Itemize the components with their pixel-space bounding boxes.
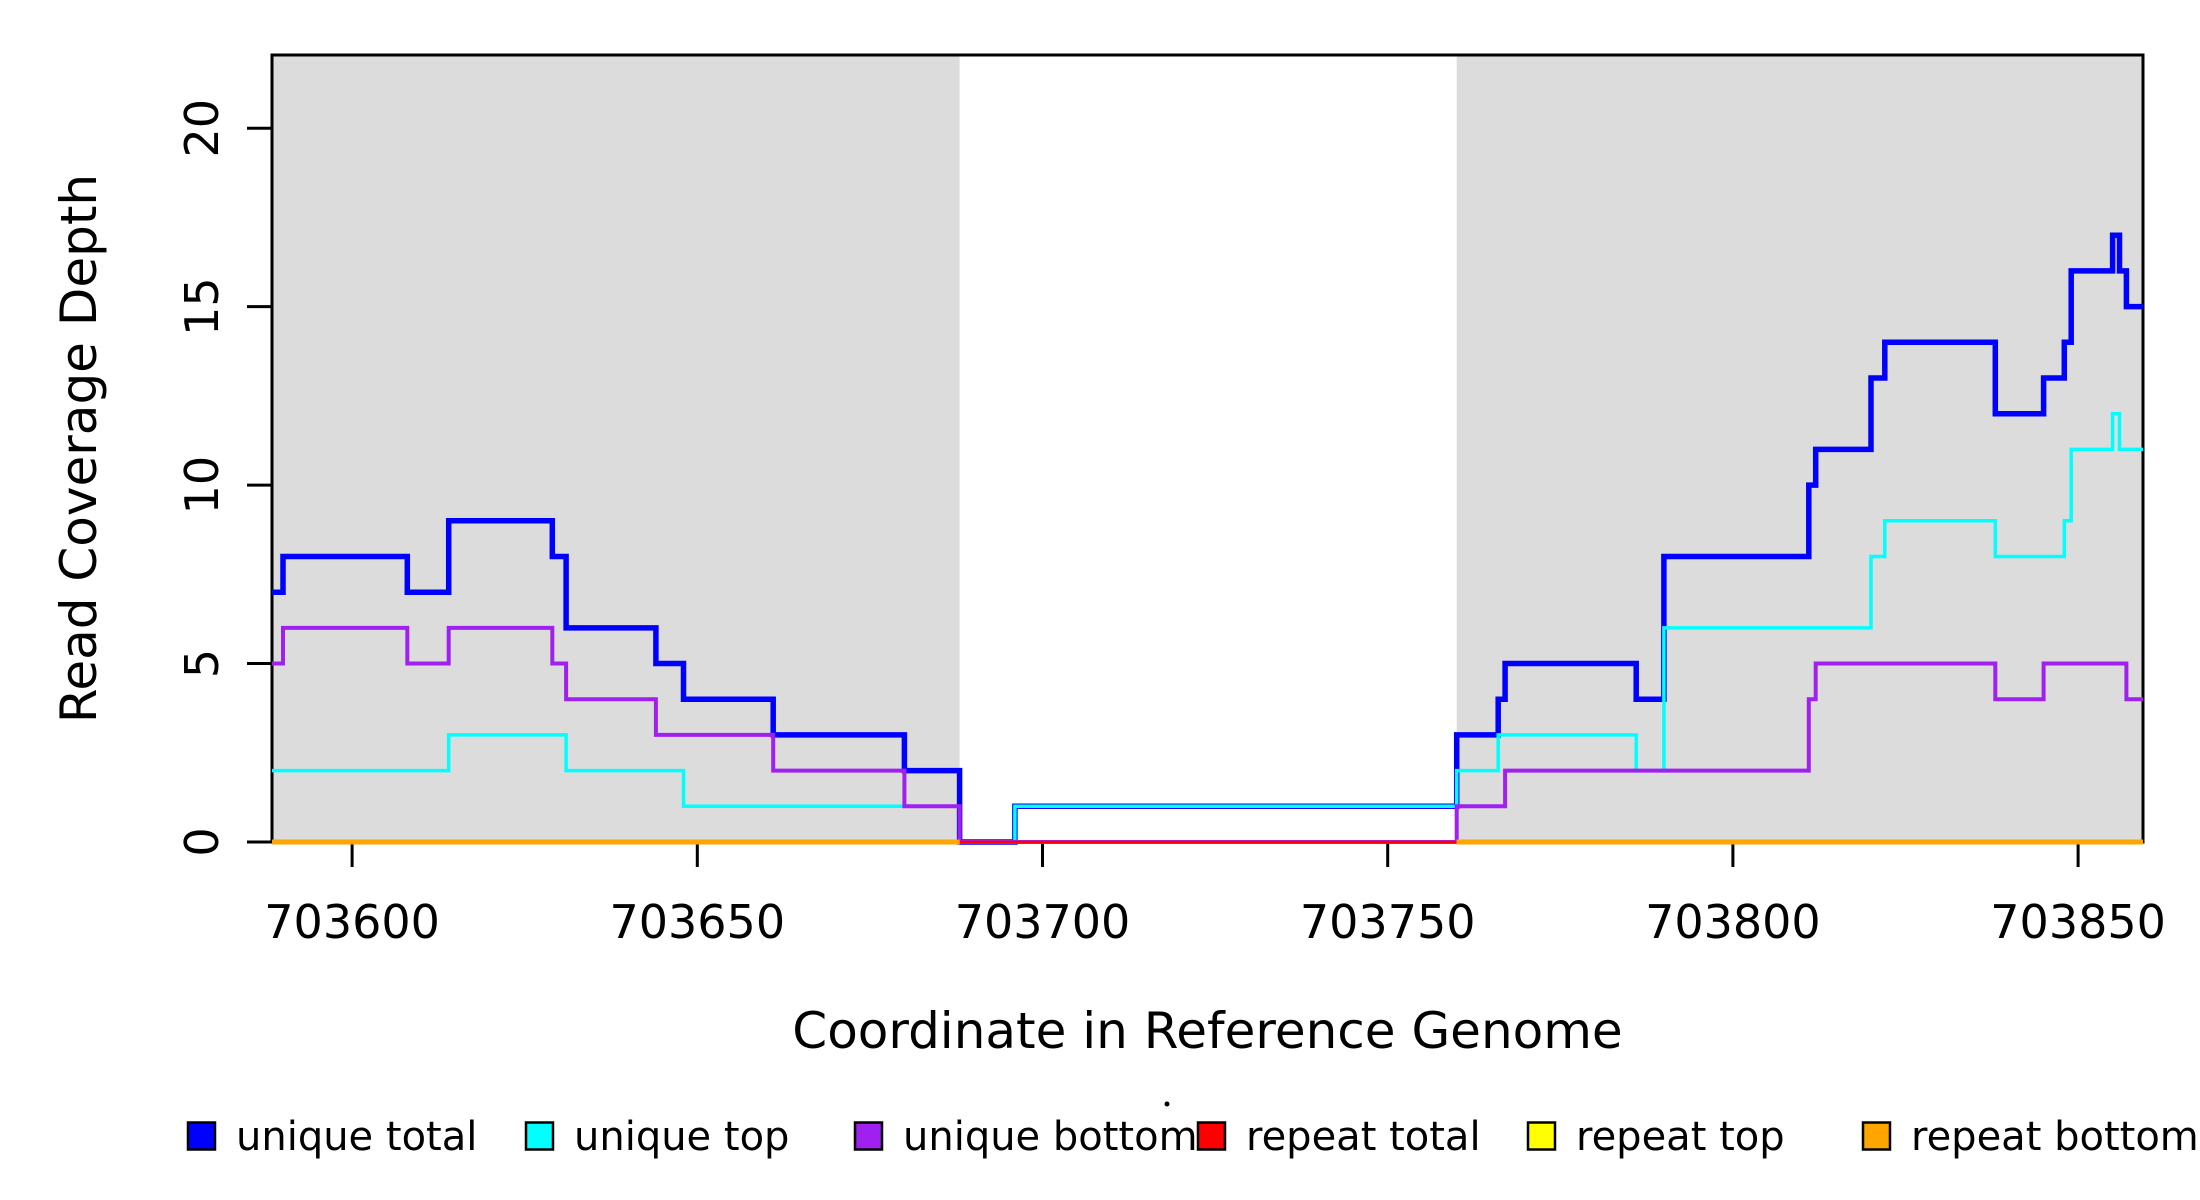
y-axis-title: Read Coverage Depth [50, 174, 108, 723]
legend-swatch-repeat-total [1196, 1121, 1227, 1151]
x-axis-tick-label: 703750 [1300, 895, 1476, 949]
series-line-unique-bottom [272, 625, 2143, 844]
legend-label-unique-total: unique total [236, 1114, 477, 1160]
legend-label-unique-top: unique top [574, 1114, 789, 1160]
legend-swatch-repeat-bottom [1861, 1121, 1892, 1151]
legend-label-repeat-bottom: repeat bottom [1911, 1114, 2199, 1160]
x-axis-title: Coordinate in Reference Genome [792, 1002, 1622, 1060]
x-axis-tick-label: 703800 [1645, 895, 1821, 949]
shaded-region [1456, 55, 2143, 842]
y-axis-tick-label: 15 [175, 277, 229, 336]
legend-swatch-repeat-top [1526, 1121, 1557, 1151]
y-axis-tick-label: 0 [175, 827, 229, 856]
shaded-region [272, 55, 960, 842]
x-axis-tick-label: 703600 [264, 895, 440, 949]
y-axis-tick-label: 10 [175, 456, 229, 515]
legend-swatch-unique-bottom [853, 1121, 884, 1151]
legend-swatch-unique-total [186, 1121, 217, 1151]
y-axis-tick-label: 20 [175, 99, 229, 158]
x-axis-tick-label: 703850 [1990, 895, 2166, 949]
legend-label-repeat-top: repeat top [1576, 1114, 1785, 1160]
legend-label-repeat-total: repeat total [1246, 1114, 1481, 1160]
y-axis-tick-label: 5 [175, 649, 229, 678]
stray-dot [1164, 1101, 1170, 1107]
x-axis-tick-label: 703700 [955, 895, 1131, 949]
legend-label-unique-bottom: unique bottom [903, 1114, 1198, 1160]
x-axis-tick-label: 703650 [609, 895, 785, 949]
legend-swatch-unique-top [524, 1121, 555, 1151]
series-line-unique-total [272, 232, 2143, 845]
